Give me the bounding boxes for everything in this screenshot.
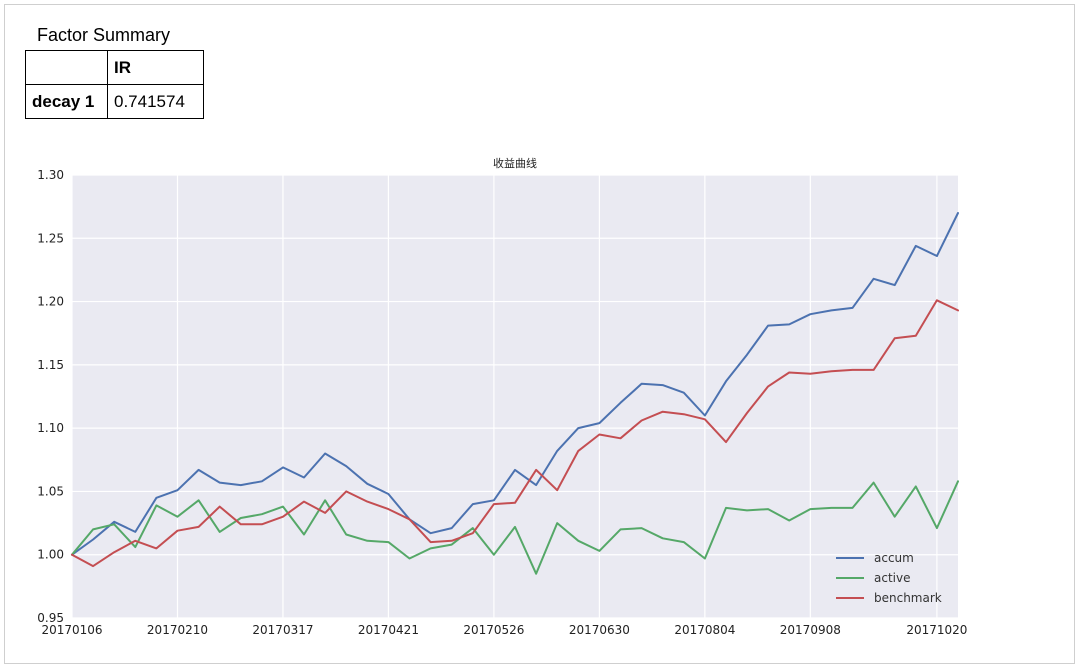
y-tick-label: 1.20 [37,295,64,309]
x-tick-label: 20170630 [569,623,630,637]
x-tick-label: 20170210 [147,623,208,637]
table-header-row: IR [25,50,204,85]
y-tick-label: 1.10 [37,421,64,435]
table-row-value: 0.741574 [107,84,204,119]
table-header-blank [25,50,108,85]
return-curve-chart: 0.95 1.00 1.05 1.10 1.15 1.20 1.25 1.30 20170106… [37,156,967,637]
table-row: decay 1 0.741574 [25,84,204,119]
legend-label-active: active [874,571,910,585]
x-tick-label: 20170106 [41,623,102,637]
chart-title: 收益曲线 [493,156,537,170]
series-line-benchmark [71,299,959,568]
y-tick-label: 1.05 [37,484,64,498]
y-tick-label: 1.30 [37,168,64,182]
x-tick-label: 20170908 [780,623,841,637]
legend-label-benchmark: benchmark [874,591,942,605]
table-caption: Factor Summary [37,25,171,45]
y-tick-label: 1.00 [37,548,64,562]
x-tick-label: 20171020 [906,623,967,637]
x-tick-label: 20170804 [674,623,735,637]
y-tick-label: 1.15 [37,358,64,372]
y-tick-label: 0.95 [37,611,64,625]
x-tick-label: 20170526 [463,623,524,637]
x-tick-label: 20170317 [252,623,313,637]
factor-summary-table: IR decay 1 0.741574 [25,50,204,119]
series-line-accum [71,212,959,556]
legend-label-accum: accum [874,551,914,565]
y-tick-label: 1.25 [37,231,64,245]
table-header-ir: IR [107,50,204,85]
plot-background [72,175,958,618]
x-tick-label: 20170421 [358,623,419,637]
series-line-active [71,480,959,575]
table-row-label: decay 1 [25,84,108,119]
